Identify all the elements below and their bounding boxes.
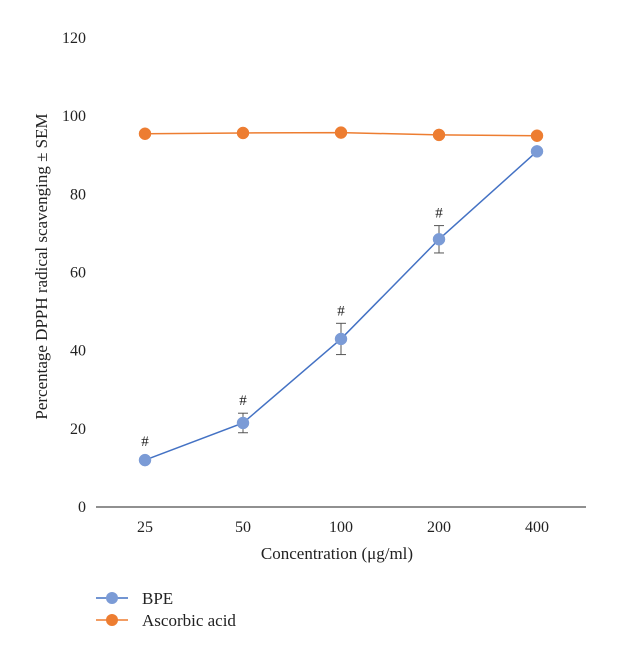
x-tick-label: 200 <box>427 519 451 536</box>
significance-mark: # <box>337 303 345 319</box>
data-point <box>432 128 446 142</box>
x-tick-label: 400 <box>525 519 549 536</box>
legend-marker <box>106 592 118 604</box>
legend-label: BPE <box>142 589 173 608</box>
data-point <box>334 332 348 346</box>
y-tick-label: 120 <box>62 30 86 47</box>
x-tick-label: 25 <box>137 519 153 536</box>
series-layer: # # # # <box>138 126 544 467</box>
y-axis-title: Percentage DPPH radical scavenging ± SEM <box>32 113 51 419</box>
x-axis-title: Concentration (μg/ml) <box>261 544 413 563</box>
significance-mark: # <box>141 434 149 450</box>
x-tick-label: 100 <box>329 519 353 536</box>
data-point <box>236 416 250 430</box>
legend-item: Ascorbic acid <box>96 611 236 630</box>
legend-label: Ascorbic acid <box>142 611 236 630</box>
y-axis-tick-labels: 0 20 40 60 80 100 120 <box>62 30 86 516</box>
series-ascorbic-acid <box>138 126 544 142</box>
legend: BPE Ascorbic acid <box>96 589 236 630</box>
x-tick-label: 50 <box>235 519 251 536</box>
data-point <box>530 145 544 158</box>
data-point <box>530 129 544 142</box>
y-tick-label: 0 <box>78 499 86 516</box>
y-tick-label: 80 <box>70 186 86 203</box>
data-point <box>236 126 250 140</box>
y-tick-label: 100 <box>62 108 86 125</box>
x-axis-tick-labels: 25 50 100 200 400 <box>137 519 549 536</box>
significance-mark: # <box>239 393 247 409</box>
legend-item: BPE <box>96 589 173 608</box>
series-bpe: # # # # <box>138 145 544 467</box>
y-tick-label: 20 <box>70 421 86 438</box>
legend-marker <box>106 614 118 626</box>
data-point <box>138 127 152 141</box>
data-point <box>334 126 348 139</box>
data-point <box>432 233 446 246</box>
y-tick-label: 60 <box>70 265 86 282</box>
data-point <box>138 453 152 467</box>
significance-mark: # <box>435 206 443 222</box>
y-tick-label: 40 <box>70 343 86 360</box>
